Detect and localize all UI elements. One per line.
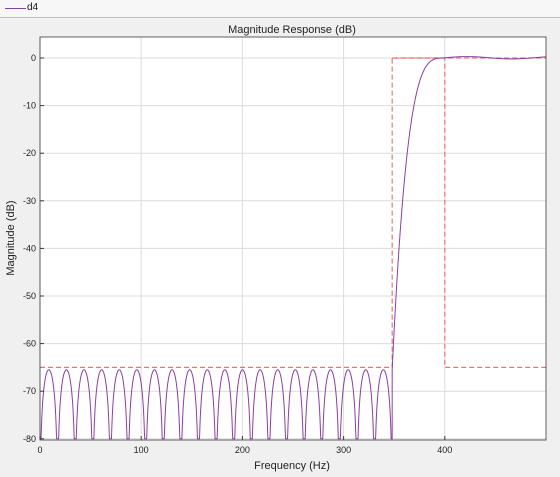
x-tick-label: 300 [336,445,351,455]
x-tick-label: 100 [134,445,149,455]
spec-mask-line [40,57,546,368]
response-curve-group [40,56,547,440]
response-curve-d4 [40,56,547,440]
chart-title: Magnitude Response (dB) [228,24,356,36]
y-tick-label: -60 [23,339,36,349]
y-tick-label: -80 [23,434,36,444]
x-tick-label: 200 [235,445,250,455]
x-axis-label: Frequency (Hz) [254,460,330,472]
legend-line-swatch [5,8,26,9]
magnitude-response-chart: Magnitude Response (dB) 0 100 200 300 400 0-… [0,18,560,477]
spec-mask [40,57,546,368]
legend: d4 [0,0,560,18]
y-tick-label: -50 [23,291,36,301]
y-axis-label: Magnitude (dB) [5,200,17,275]
y-tick-label: -20 [23,148,36,158]
y-tick-label: -30 [23,196,36,206]
y-tick-label: -40 [23,243,36,253]
y-tick-label: 0 [31,53,36,63]
plot-frame [39,36,547,441]
x-tick-label: 400 [437,445,452,455]
x-tick-label: 0 [37,445,42,455]
y-axis-ticks: 0 -10 -20 -30 -40 -50 -60 -70 -80 [23,53,44,444]
legend-label: d4 [27,2,39,13]
y-tick-label: -10 [23,101,36,111]
y-tick-label: -70 [23,386,36,396]
x-axis-ticks: 0 100 200 300 400 [37,436,452,455]
